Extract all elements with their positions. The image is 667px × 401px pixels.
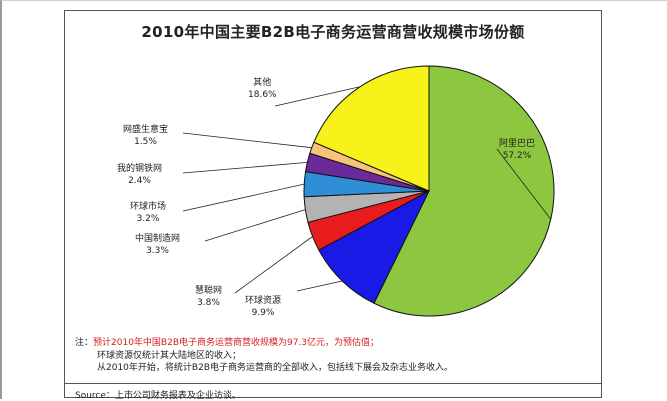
slice-label-4: 环球市场 3.2% (130, 201, 166, 225)
slice-value-0: 57.2% (502, 151, 532, 161)
slice-value-7: 18.6% (248, 90, 277, 100)
leader-line-5 (182, 161, 308, 174)
note-line-3: 从2010年开始，将统计B2B电子商务运营商的全部收入，包括线下展会及杂志业务收… (97, 363, 453, 373)
slice-name-2: 慧聪网 (195, 286, 223, 296)
slice-name-1: 环球资源 (245, 296, 282, 306)
chart-notes: 注：预计2010年中国B2B电子商务运营商营收规模为97.3亿元，为预估值； 环… (75, 337, 595, 375)
leader-line-7 (274, 86, 361, 107)
slice-value-4: 3.2% (136, 214, 160, 224)
slice-name-7: 其他 (253, 78, 272, 88)
slice-label-2: 慧聪网 3.8% (195, 285, 222, 309)
leader-line-6 (182, 132, 312, 149)
slice-name-3: 中国制造网 (135, 234, 181, 244)
slice-value-3: 3.3% (146, 246, 169, 256)
slice-name-4: 环球市场 (130, 202, 167, 212)
source-divider (65, 383, 601, 384)
pie-slice-1 (318, 189, 431, 304)
slice-label-3: 中国制造网 3.3% (135, 233, 180, 257)
leader-line-2 (234, 236, 313, 294)
source-text: Source：上市公司财务报表及企业访谈。 (75, 391, 241, 401)
leader-line-1 (296, 280, 343, 292)
slice-value-2: 3.8% (197, 298, 220, 308)
slice-label-7: 其他 18.6% (248, 77, 277, 101)
pie-chart (182, 65, 555, 317)
slice-label-1: 环球资源 9.9% (245, 295, 281, 319)
chart-card: 2010年中国主要B2B电子商务运营商营收规模市场份额 阿里巴巴 57.2% 环球资… (64, 10, 602, 401)
slice-value-6: 1.5% (134, 137, 157, 147)
leader-line-4 (182, 183, 305, 212)
note-line-1: 注：预计2010年中国B2B电子商务运营商营收规模为97.3亿元，为预估值； (75, 337, 595, 350)
slice-name-6: 网盛生意宝 (123, 125, 169, 135)
chart-title: 2010年中国主要B2B电子商务运营商营收规模市场份额 (141, 23, 525, 41)
slice-label-5: 我的钢铁网 2.4% (117, 163, 162, 187)
leader-line-0 (496, 148, 552, 220)
note-line-2: 环球资源仅统计其大陆地区的收入； (97, 350, 242, 361)
slice-label-6: 网盛生意宝 1.5% (123, 124, 168, 148)
note-prefix: 注： (75, 338, 94, 348)
slice-label-0: 阿里巴巴 57.2% (499, 138, 535, 162)
pie-slice-7 (313, 65, 430, 192)
slice-value-1: 9.9% (251, 308, 275, 318)
leader-line-3 (204, 209, 306, 242)
note-text-1: 预计2010年中国B2B电子商务运营商营收规模为97.3亿元，为预估值； (93, 338, 380, 348)
slice-name-0: 阿里巴巴 (499, 139, 536, 149)
slice-name-5: 我的钢铁网 (117, 164, 163, 174)
slice-value-5: 2.4% (128, 176, 151, 186)
